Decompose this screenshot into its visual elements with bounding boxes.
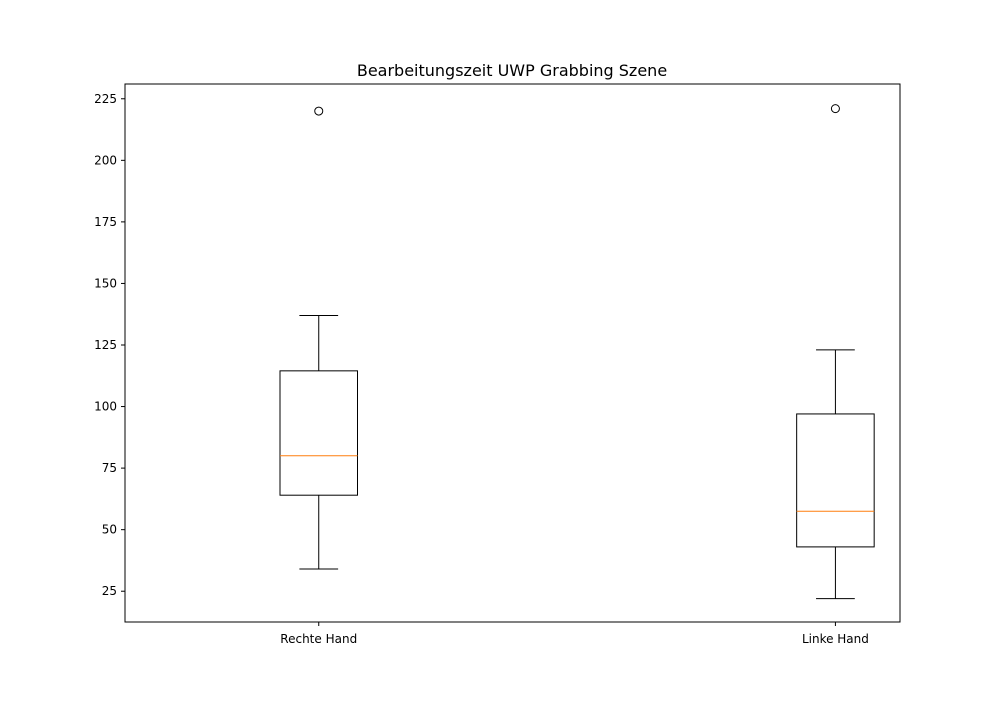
x-tick-label-rechte-hand: Rechte Hand xyxy=(280,632,357,646)
box-linke-hand xyxy=(796,413,875,548)
y-tick-label: 75 xyxy=(102,461,117,475)
y-tick-label: 150 xyxy=(94,276,117,290)
y-tick-label: 125 xyxy=(94,338,117,352)
y-tick-label: 225 xyxy=(94,92,117,106)
box-rechte-hand xyxy=(279,370,358,496)
chart-title: Bearbeitungszeit UWP Grabbing Szene xyxy=(357,61,667,80)
x-tick-label-linke-hand: Linke Hand xyxy=(802,632,869,646)
y-tick-label: 200 xyxy=(94,153,117,167)
plot-area: 25 50 75 100 125 150 175 200 225 Rechte Hand Linke… xyxy=(94,92,875,646)
y-tick-label: 175 xyxy=(94,215,117,229)
y-tick-label: 100 xyxy=(94,400,117,414)
axes-frame xyxy=(124,83,901,623)
outlier-rechte-hand xyxy=(314,106,324,116)
y-tick-label: 25 xyxy=(102,584,117,598)
outlier-linke-hand xyxy=(830,104,840,114)
y-tick-label: 50 xyxy=(102,523,117,537)
